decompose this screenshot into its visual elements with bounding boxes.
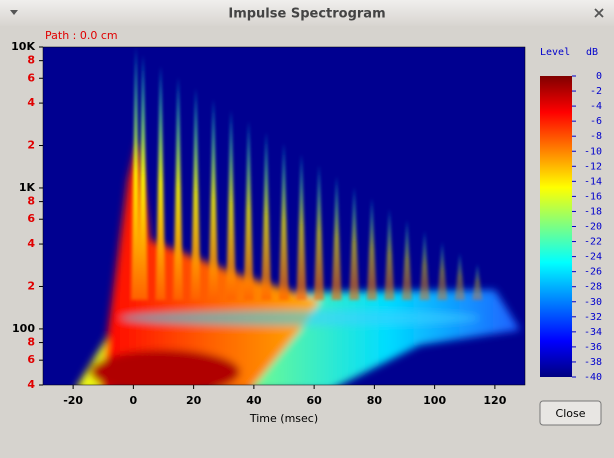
- harmonic-spike: [173, 77, 184, 300]
- y-tick-label: 100: [12, 322, 35, 335]
- y-tick-label: 8: [27, 336, 35, 349]
- onset-spike: [131, 47, 140, 300]
- colorbar-tick-label: -32: [584, 312, 602, 323]
- menu-arrow[interactable]: [10, 10, 18, 15]
- colorbar-tick-label: -10: [584, 146, 602, 157]
- colorbar-tick-label: -12: [584, 161, 602, 172]
- colorbar-tick-label: -6: [590, 116, 602, 127]
- colorbar: [540, 76, 572, 377]
- y-tick-label: 1K: [19, 181, 36, 194]
- colorbar-tick-label: -22: [584, 237, 602, 248]
- colorbar-tick-label: -24: [584, 252, 602, 263]
- harmonic-spike: [472, 264, 483, 300]
- colorbar-tick-label: -8: [590, 131, 602, 142]
- x-tick-label: 0: [130, 394, 138, 407]
- colorbar-tick-label: -4: [590, 101, 602, 112]
- y-tick-label: 2: [27, 139, 35, 152]
- y-tick-label: 8: [27, 195, 35, 208]
- x-tick-label: 20: [186, 394, 202, 407]
- colorbar-tick-label: -14: [584, 176, 602, 187]
- harmonic-spike: [331, 176, 342, 300]
- colorbar-tick-label: -30: [584, 297, 602, 308]
- colorbar-tick-label: -34: [584, 327, 602, 338]
- harmonic-spike: [366, 198, 377, 300]
- y-tick-label: 4: [27, 237, 35, 250]
- close-button[interactable]: [539, 400, 602, 426]
- spectrogram: [43, 47, 525, 385]
- harmonic-spike: [437, 242, 448, 300]
- x-tick-label: -20: [63, 394, 83, 407]
- harmonic-spike: [190, 88, 201, 300]
- title-bar: [0, 0, 614, 26]
- x-tick-label: 40: [246, 394, 262, 407]
- colorbar-tick-label: -26: [584, 267, 602, 278]
- y-tick-label: 10K: [11, 40, 35, 53]
- energy-band: [120, 310, 480, 326]
- window-title: Impulse Spectrogram: [228, 7, 385, 22]
- close-icon[interactable]: [594, 8, 604, 18]
- colorbar-tick-label: 0: [596, 71, 602, 82]
- colorbar-tick-label: -2: [590, 86, 602, 97]
- close-button-label[interactable]: Close: [556, 407, 586, 420]
- y-tick-label: 6: [27, 353, 35, 366]
- harmonic-spike: [155, 66, 166, 300]
- harmonic-spike: [138, 55, 148, 300]
- harmonic-spike: [454, 253, 465, 300]
- harmonic-spike: [296, 154, 307, 300]
- y-tick-label: 6: [27, 212, 35, 225]
- colorbar-tick-label: -36: [584, 342, 602, 353]
- x-tick-label: 120: [483, 394, 506, 407]
- path-label: Path : 0.0 cm: [45, 29, 118, 42]
- colorbar-tick-label: -18: [584, 206, 602, 217]
- y-tick-label: 8: [27, 54, 35, 67]
- y-tick-label: 6: [27, 71, 35, 84]
- colorbar-tick-label: -16: [584, 191, 602, 202]
- colorbar-tick-label: -28: [584, 282, 602, 293]
- x-tick-label: 100: [423, 394, 446, 407]
- harmonic-spike: [261, 132, 272, 300]
- colorbar-tick-label: -38: [584, 357, 602, 368]
- harmonic-spike: [208, 99, 219, 300]
- colorbar-tick-label: -40: [584, 372, 602, 383]
- harmonic-spike: [349, 187, 360, 300]
- x-axis-label: Time (msec): [249, 412, 318, 425]
- y-tick-label: 4: [27, 96, 35, 109]
- plot-frame: [42, 46, 526, 386]
- harmonic-spike: [226, 110, 236, 300]
- y-tick-label: 4: [27, 378, 35, 391]
- harmonic-spike: [419, 231, 430, 300]
- x-tick-label: 80: [367, 394, 383, 407]
- colorbar-unit: dB: [586, 47, 598, 58]
- energy-peak: [90, 350, 240, 385]
- harmonic-spike: [243, 121, 254, 300]
- harmonic-spike: [278, 143, 289, 300]
- colorbar-tick-label: -20: [584, 222, 602, 233]
- harmonic-spike: [314, 165, 324, 300]
- harmonic-spike: [384, 209, 395, 300]
- x-tick-label: 60: [306, 394, 322, 407]
- harmonic-spike: [402, 220, 412, 300]
- y-tick-label: 2: [27, 279, 35, 292]
- colorbar-title: Level: [540, 47, 570, 58]
